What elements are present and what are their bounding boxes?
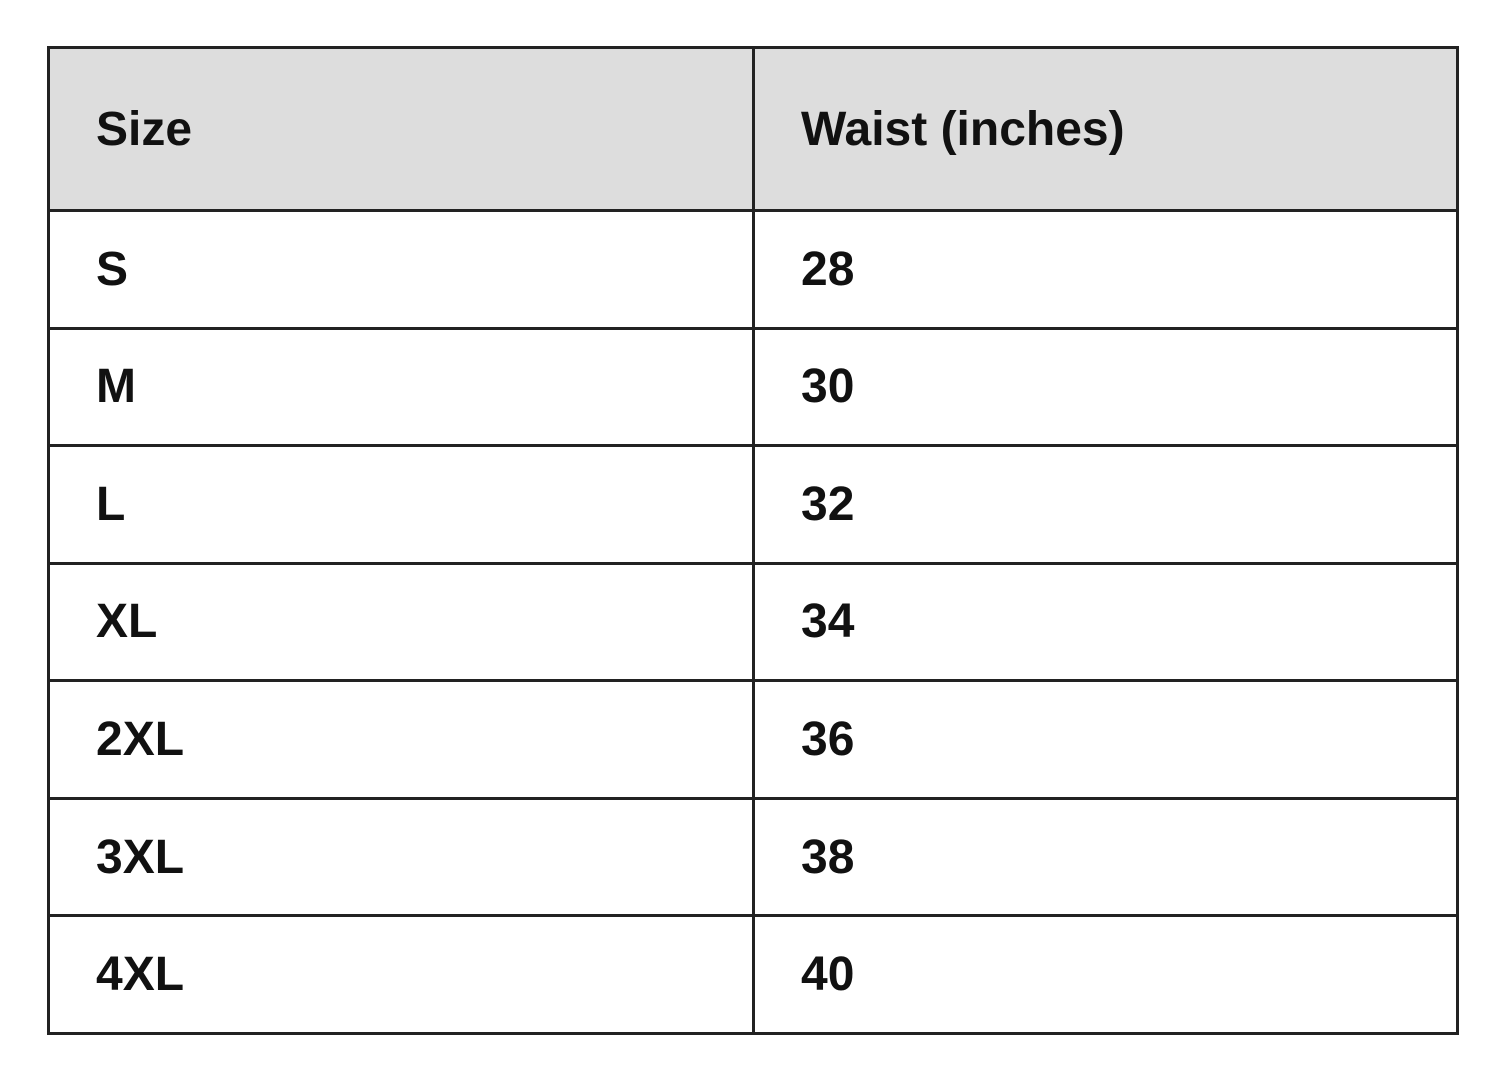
size-cell: S [47,209,755,330]
size-cell: XL [47,561,755,683]
size-cell: 3XL [47,796,755,918]
table-row: XL 34 [47,561,1459,683]
size-cell: 2XL [47,679,755,800]
size-cell: M [47,326,755,448]
size-chart-table: Size Waist (inches) S 28 M 30 L 32 XL 34 2XL 36 3X… [47,46,1459,1035]
waist-cell: 38 [752,796,1459,918]
waist-cell: 30 [752,326,1459,448]
size-cell: 4XL [47,914,755,1035]
table-row: 3XL 38 [47,796,1459,918]
table-row: 2XL 36 [47,679,1459,800]
table-row: 4XL 40 [47,914,1459,1035]
waist-cell: 32 [752,444,1459,565]
size-cell: L [47,444,755,565]
table-row: M 30 [47,326,1459,448]
header-waist: Waist (inches) [752,46,1459,212]
header-row: Size Waist (inches) [47,46,1459,212]
waist-cell: 36 [752,679,1459,800]
waist-cell: 40 [752,914,1459,1035]
waist-cell: 28 [752,209,1459,330]
table-row: S 28 [47,209,1459,330]
header-size: Size [47,46,755,212]
table-row: L 32 [47,444,1459,565]
waist-cell: 34 [752,561,1459,683]
